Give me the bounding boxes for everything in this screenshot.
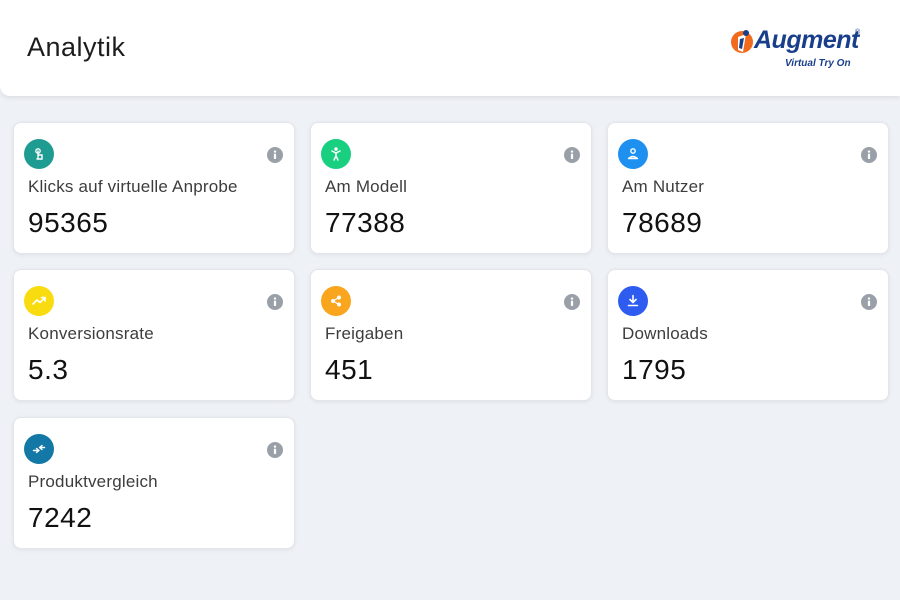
- stat-card-conversion-rate: Konversionsrate 5.3: [13, 269, 295, 401]
- card-label: Am Nutzer: [622, 177, 705, 196]
- stat-card-on-model: Am Modell 77388: [310, 122, 592, 254]
- info-icon[interactable]: [267, 294, 283, 310]
- augment-logo-mark-icon: [731, 30, 753, 53]
- touch-icon: [24, 139, 54, 169]
- download-icon: [618, 286, 648, 316]
- card-label: Klicks auf virtuelle Anprobe: [28, 177, 238, 196]
- card-value: 451: [325, 354, 374, 385]
- info-icon[interactable]: [267, 147, 283, 163]
- card-label: Downloads: [622, 324, 708, 343]
- card-value: 5.3: [28, 354, 69, 385]
- augment-logo[interactable]: Augment ® Virtual Try On: [728, 26, 868, 74]
- card-value: 95365: [28, 207, 109, 238]
- stat-card-shares: Freigaben 451: [310, 269, 592, 401]
- stat-card-downloads: Downloads 1795: [607, 269, 889, 401]
- logo-registered-mark: ®: [855, 29, 861, 36]
- header: Analytik Augment ® Virtual Try On: [0, 0, 900, 96]
- card-label: Am Modell: [325, 177, 408, 196]
- user-icon: [618, 139, 648, 169]
- person-icon: [321, 139, 351, 169]
- card-value: 1795: [622, 354, 687, 385]
- card-value: 78689: [622, 207, 703, 238]
- info-icon[interactable]: [564, 147, 580, 163]
- stat-card-product-comparison: Produktvergleich 7242: [13, 417, 295, 549]
- info-icon[interactable]: [861, 147, 877, 163]
- compare-icon: [24, 434, 54, 464]
- info-icon[interactable]: [267, 442, 283, 458]
- card-label: Produktvergleich: [28, 472, 158, 491]
- card-value: 77388: [325, 207, 406, 238]
- trending-up-icon: [24, 286, 54, 316]
- info-icon[interactable]: [861, 294, 877, 310]
- share-icon: [321, 286, 351, 316]
- stat-card-on-user: Am Nutzer 78689: [607, 122, 889, 254]
- stat-card-virtual-try-on-clicks: Klicks auf virtuelle Anprobe 95365: [13, 122, 295, 254]
- card-value: 7242: [28, 502, 93, 533]
- logo-wordmark: Augment: [754, 26, 859, 54]
- card-label: Konversionsrate: [28, 324, 154, 343]
- logo-tagline: Virtual Try On: [785, 58, 851, 69]
- card-label: Freigaben: [325, 324, 404, 343]
- info-icon[interactable]: [564, 294, 580, 310]
- page-title: Analytik: [27, 32, 126, 62]
